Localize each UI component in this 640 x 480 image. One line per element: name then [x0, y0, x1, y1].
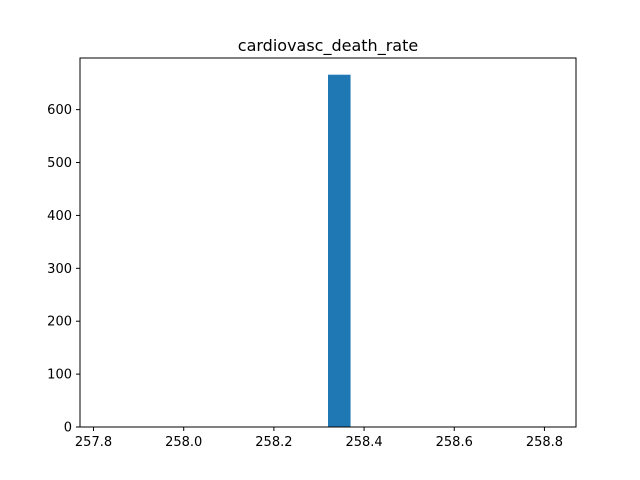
x-tick-label-5: 258.8	[526, 435, 563, 450]
y-tick-label-6: 600	[47, 103, 72, 118]
bars-group	[328, 74, 351, 427]
y-axis: 0 100 200 300 400 500 600	[47, 103, 80, 436]
x-axis: 257.8 258.0 258.2 258.4 258.6 258.8	[75, 427, 563, 450]
x-tick-label-1: 258.0	[165, 435, 202, 450]
plot-frame	[79, 57, 577, 428]
chart-title: cardiovasc_death_rate	[238, 36, 418, 56]
y-tick-label-5: 500	[47, 156, 72, 171]
y-tick-label-3: 300	[47, 262, 72, 277]
y-tick-label-0: 0	[64, 421, 72, 436]
x-tick-label-0: 257.8	[75, 435, 112, 450]
x-tick-label-2: 258.2	[255, 435, 292, 450]
y-tick-label-2: 200	[47, 315, 72, 330]
histogram-bar-0	[328, 74, 351, 427]
y-tick-label-4: 400	[47, 209, 72, 224]
y-tick-label-1: 100	[47, 368, 72, 383]
x-tick-label-3: 258.4	[345, 435, 382, 450]
x-tick-label-4: 258.6	[436, 435, 473, 450]
